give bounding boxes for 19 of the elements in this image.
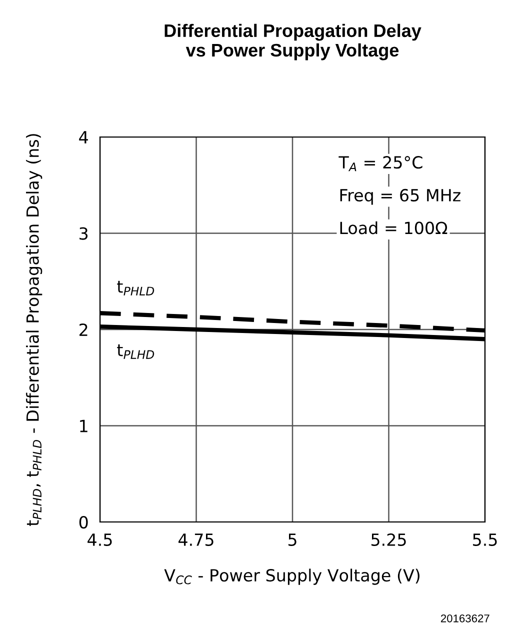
annotation: T$_{A}$ = 25°C: [338, 156, 422, 172]
x-tick-label: 4.5: [88, 534, 112, 546]
y-tick-label: 2: [80, 323, 88, 336]
x-tick-label: 4.75: [178, 534, 214, 546]
x-tick-label: 5.5: [473, 534, 497, 546]
x-tick-label: 5: [288, 534, 296, 546]
x-tick-label: 5.25: [371, 533, 406, 546]
x-axis-title: V$_{CC}$ - Power Supply Voltage (V): [164, 568, 420, 585]
chart-title: Differential Propagation Delay vs Power Supply Voltage: [164, 24, 422, 60]
y-tick-label: 3: [80, 227, 88, 240]
series-label: t$_{PHLD}$: [117, 280, 154, 296]
annotation: Load = 100Ω: [340, 221, 448, 234]
y-tick-label: 4: [79, 131, 88, 144]
annotation: Freq = 65 MHz: [340, 188, 460, 205]
series-label: t$_{PLHD}$: [117, 344, 154, 359]
y-tick-label: 1: [80, 420, 88, 432]
text: 20163627: [440, 614, 490, 622]
y-axis-title: t$_{PLHD}$, t$_{PHLD}$ - Differential Propagation Delay (ns): [26, 134, 42, 526]
y-tick-label: 0: [79, 516, 88, 529]
